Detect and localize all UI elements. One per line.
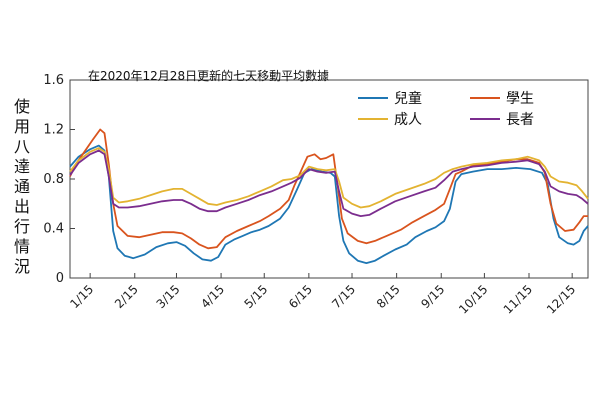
series-line xyxy=(69,149,589,217)
x-axis-ticks: 1/15 2/15 3/15 4/15 5/15 6/15 7/15 8/15 9/15 10/1… xyxy=(67,273,578,317)
y-tick-label: 0 xyxy=(56,271,64,286)
x-tick-label: 3/15 xyxy=(154,282,183,311)
legend-label: 長者 xyxy=(506,112,534,128)
y-tick-label: 1.2 xyxy=(43,123,64,138)
legend-label: 兒童 xyxy=(394,90,422,107)
y-axis-label-char: 用 xyxy=(14,117,30,136)
series-line xyxy=(69,128,588,250)
x-tick-label: 5/15 xyxy=(241,282,270,311)
y-axis-label-char: 情 xyxy=(14,237,30,256)
x-tick-label: 4/15 xyxy=(198,282,227,311)
y-tick-label: 0.8 xyxy=(43,172,64,187)
y-axis-label-char: 通 xyxy=(14,177,30,196)
series-line xyxy=(69,147,589,209)
x-tick-label: 2/15 xyxy=(112,282,141,311)
y-axis-label-char: 八 xyxy=(14,137,30,156)
plot-frame xyxy=(69,79,589,279)
x-tick-label: 1/15 xyxy=(67,282,96,311)
chart-annotation: 在2020年12月28日更新的七天移動平均數據 xyxy=(88,68,329,83)
y-axis-label-char: 使 xyxy=(14,97,30,116)
y-axis-label-char: 行 xyxy=(14,217,30,236)
legend-label: 學生 xyxy=(506,91,534,107)
plot-area: 0 0.4 0.8 1.2 1.6 1/15 2/15 3/15 4/15 5/15 6/15 7/… xyxy=(43,73,589,317)
x-tick-label: 9/15 xyxy=(418,282,447,311)
x-tick-label: 7/15 xyxy=(329,282,358,311)
x-tick-label: 12/15 xyxy=(544,282,578,316)
y-axis-ticks: 0 0.4 0.8 1.2 1.6 xyxy=(43,73,75,286)
x-tick-label: 10/15 xyxy=(456,282,490,316)
y-axis-label-char: 況 xyxy=(14,257,30,276)
x-tick-label: 6/15 xyxy=(286,282,315,311)
y-tick-label: 0.4 xyxy=(43,222,64,237)
x-tick-label: 8/15 xyxy=(374,282,403,311)
y-tick-label: 1.6 xyxy=(43,73,64,88)
legend-label: 成人 xyxy=(394,112,422,128)
x-tick-label: 11/15 xyxy=(501,282,535,316)
y-axis-label-char: 達 xyxy=(14,157,30,176)
y-axis-label-char: 出 xyxy=(14,197,30,216)
series-lines xyxy=(69,128,589,264)
